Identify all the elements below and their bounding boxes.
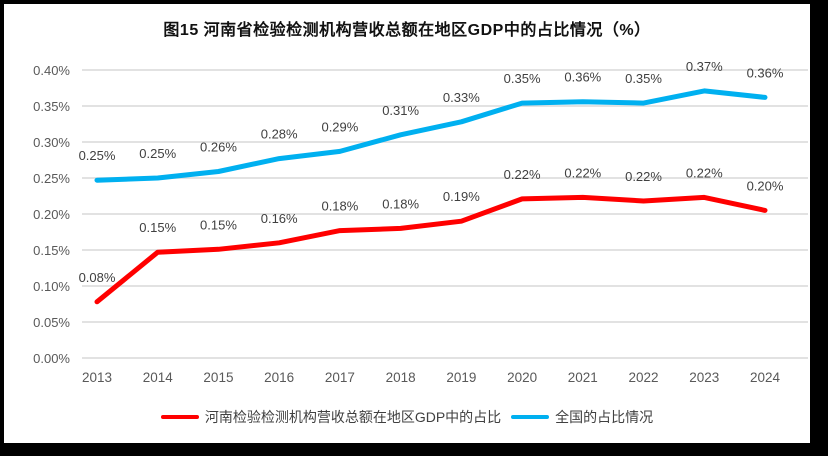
y-axis-tick-label: 0.40%: [33, 63, 70, 78]
chart-title: 图15 河南省检验检测机构营收总额在地区GDP中的占比情况（%）: [163, 22, 651, 39]
x-axis-tick-label: 2018: [386, 370, 416, 385]
data-label-series-0: 0.16%: [261, 211, 298, 226]
x-axis-tick-label: 2019: [446, 370, 476, 385]
x-axis-tick-label: 2016: [264, 370, 294, 385]
line-chart-canvas: 0.00% 0.05% 0.10% 0.15% 0.20% 0.25% 0.30% 0.35%…: [33, 59, 808, 385]
data-label-series-1: 0.36%: [747, 65, 784, 80]
data-label-series-1: 0.26%: [200, 140, 237, 155]
data-label-series-1: 0.35%: [504, 71, 541, 86]
y-axis-tick-label: 0.15%: [33, 243, 70, 258]
x-axis-tick-label: 2023: [689, 370, 719, 385]
legend-item-national: 全国的占比情况: [511, 407, 653, 427]
data-label-series-0: 0.22%: [504, 167, 541, 182]
data-label-series-0: 0.15%: [139, 220, 176, 235]
data-label-series-1: 0.25%: [139, 146, 176, 161]
data-label-series-1: 0.37%: [686, 59, 723, 74]
data-label-series-0: 0.22%: [625, 169, 662, 184]
legend: 河南检验检测机构营收总额在地区GDP中的占比 全国的占比情况: [4, 407, 810, 427]
data-label-series-1: 0.28%: [261, 127, 298, 142]
y-axis-tick-label: 0.35%: [33, 99, 70, 114]
legend-swatch-henan-line: [160, 415, 199, 419]
data-label-series-1: 0.36%: [564, 70, 601, 85]
series-line-0: [94, 194, 768, 305]
data-label-series-1: 0.29%: [321, 119, 358, 134]
y-axis-tick-label: 0.30%: [33, 135, 70, 150]
data-label-series-1: 0.35%: [625, 71, 662, 86]
data-label-series-0: 0.22%: [686, 165, 723, 180]
x-axis-tick-label: 2014: [143, 370, 174, 385]
data-label-series-0: 0.18%: [382, 196, 419, 211]
x-axis-tick-label: 2015: [203, 370, 233, 385]
x-axis-tick-label: 2020: [507, 370, 537, 385]
x-axis-tick-label: 2022: [629, 370, 659, 385]
data-label-series-0: 0.20%: [747, 178, 784, 193]
legend-label-national: 全国的占比情况: [555, 409, 654, 425]
y-axis-tick-label: 0.05%: [33, 315, 70, 330]
y-axis-tick-label: 0.25%: [33, 171, 70, 186]
y-axis-tick-label: 0.20%: [33, 207, 70, 222]
data-label-series-0: 0.15%: [200, 217, 237, 232]
data-label-series-1: 0.25%: [79, 148, 116, 163]
data-label-series-1: 0.33%: [443, 90, 480, 105]
x-axis-tick-label: 2021: [568, 370, 598, 385]
x-axis-tick-label: 2024: [750, 370, 781, 385]
series-line-1: [94, 88, 768, 183]
legend-label-henan: 河南检验检测机构营收总额在地区GDP中的占比: [204, 409, 502, 425]
data-label-series-1: 0.31%: [382, 103, 419, 118]
y-axis-tick-label: 0.10%: [33, 279, 70, 294]
legend-item-henan: 河南检验检测机构营收总额在地区GDP中的占比: [160, 407, 502, 427]
legend-swatch-national-line: [511, 415, 550, 419]
data-label-series-0: 0.18%: [321, 199, 358, 214]
x-axis-tick-label: 2013: [82, 370, 112, 385]
y-axis-tick-label: 0.00%: [33, 351, 70, 366]
data-label-series-0: 0.08%: [79, 270, 116, 285]
data-label-series-0: 0.19%: [443, 189, 480, 204]
data-label-series-0: 0.22%: [564, 165, 601, 180]
x-axis-tick-label: 2017: [325, 370, 355, 385]
